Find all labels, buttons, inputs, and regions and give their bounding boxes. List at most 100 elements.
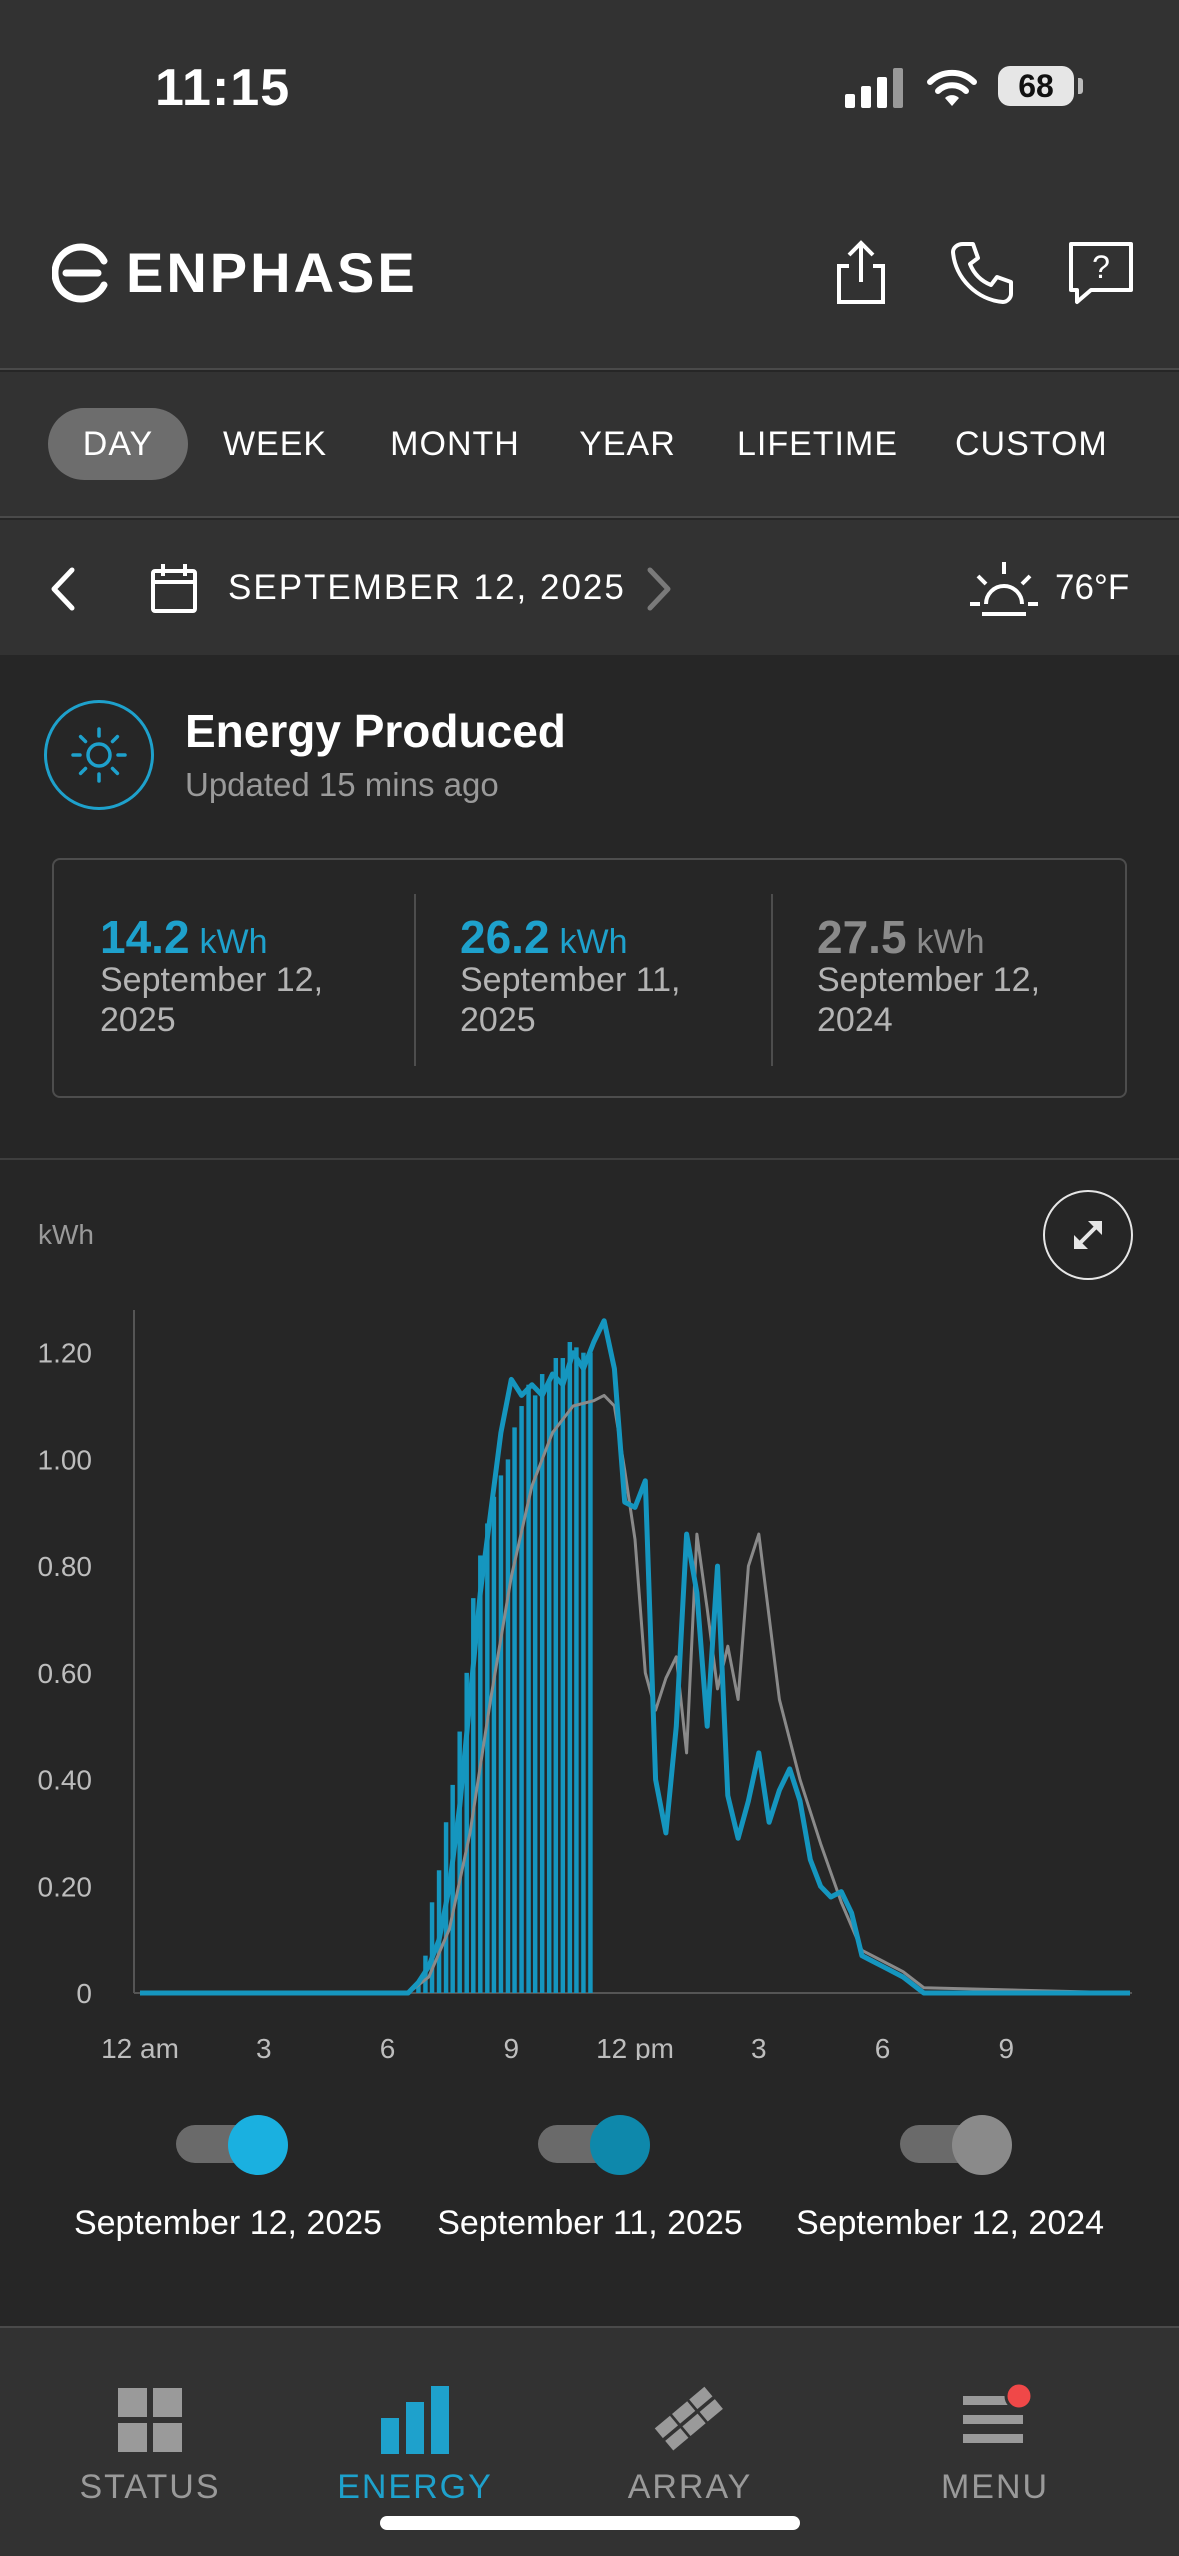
bar [471,1598,476,1993]
notification-dot-icon [1004,2384,1031,2411]
next-day-icon[interactable] [640,564,676,614]
series-line-previous-day [140,1318,1130,1996]
summary-divider [771,894,773,1066]
y-axis-label: kWh [38,1219,94,1250]
brand-logo: ENPHASE [52,240,418,305]
nav-status[interactable]: STATUS [30,2328,270,2528]
app-header: ENPHASE ? [0,170,1179,370]
tab-year[interactable]: YEAR [579,425,676,463]
y-tick-label: 1.00 [38,1444,93,1475]
date-navigation: SEPTEMBER 12, 2025 76°F [0,520,1179,655]
help-icon[interactable]: ? [1065,236,1137,308]
x-ticks: 12 am 3 6 9 12 pm 3 6 9 [101,2033,1014,2060]
nav-array[interactable]: ARRAY [570,2328,810,2528]
summary-date: September 12, 2025 [100,961,324,1039]
toggle-knob [228,2115,288,2175]
bottom-navigation: STATUS ENERGY ARRAY MENU [0,2326,1179,2556]
summary-unit: kWh [199,923,268,961]
legend-label-previous-day: September 11, 2025 [437,2204,743,2242]
x-tick-label: 12 pm [596,2033,674,2060]
section-divider [0,1158,1179,1160]
y-tick-label: 0 [76,1978,92,2009]
summary-value: 14.2 kWh [100,910,268,964]
updated-time: Updated 15 mins ago [185,766,499,803]
tab-day[interactable]: DAY [48,408,188,480]
x-tick-label: 9 [998,2033,1014,2060]
y-tick-label: 0.40 [38,1765,93,1796]
bars-series [416,1342,593,1993]
bar [532,1395,538,1993]
x-tick-label: 9 [503,2033,519,2060]
nav-label: ARRAY [627,2468,753,2506]
wifi-icon [927,69,977,106]
nav-energy[interactable]: ENERGY [295,2328,535,2528]
bar [485,1523,490,1993]
brand-name: ENPHASE [126,241,418,304]
battery-indicator: 68 [998,66,1074,106]
bar [581,1352,586,1993]
toggle-series-current[interactable] [176,2115,291,2175]
bar [567,1342,573,1993]
previous-day-icon[interactable] [44,564,80,614]
temperature: 76°F [1055,568,1130,607]
nav-label: MENU [940,2468,1050,2506]
bar [574,1347,579,1993]
y-tick-label: 1.20 [38,1338,93,1369]
expand-chart-button[interactable] [1043,1190,1133,1280]
y-ticks: 0 0.20 0.40 0.60 0.80 1.00 1.20 [38,1338,93,2009]
bar [512,1427,517,1993]
toggle-series-last-year[interactable] [900,2115,1015,2175]
y-tick-label: 0.60 [38,1658,93,1689]
phone-icon[interactable] [945,236,1017,308]
summary-divider [414,894,416,1066]
share-icon[interactable] [825,236,897,308]
energy-produced-icon-circle [44,700,154,810]
selected-date[interactable]: SEPTEMBER 12, 2025 [228,568,626,607]
tab-week[interactable]: WEEK [222,425,328,463]
menu-icon [963,2384,1031,2443]
summary-number: 14.2 [100,911,190,963]
panel-array-icon [654,2386,723,2451]
period-tabs: DAY WEEK MONTH YEAR LIFETIME CUSTOM [0,372,1179,518]
expand-icon [1074,1221,1102,1249]
bar [457,1731,462,1993]
bar [498,1475,504,1993]
cellular-signal-icon [845,66,905,108]
summary-unit: kWh [916,923,985,961]
svg-text:?: ? [1092,249,1110,285]
bar [429,1902,435,1993]
y-tick-label: 0.20 [38,1871,93,1902]
status-bar: 11:15 68 [0,0,1179,170]
nav-label: ENERGY [337,2468,493,2506]
energy-chart: kWh 00.200.400.600.801.001.20 12 am 3 6 9 12… [38,1219,1132,2060]
summary-unit: kWh [559,923,628,961]
x-tick-label: 12 am [101,2033,179,2060]
line-series [140,1318,1131,1996]
bar [539,1374,545,1993]
legend-label-current: September 12, 2025 [73,2204,383,2242]
calendar-icon[interactable] [150,562,198,614]
weather-sunrise-icon [970,562,1038,616]
bar [416,1982,421,1993]
toggle-knob [590,2115,650,2175]
summary-value: 27.5 kWh [817,910,985,964]
x-tick-label: 3 [256,2033,272,2060]
tab-month[interactable]: MONTH [390,425,520,463]
x-tick-label: 6 [380,2033,396,2060]
summary-previous-day: 26.2 kWh September 11, 2025 [414,860,771,1100]
summary-date: September 11, 2025 [460,961,681,1039]
home-indicator [380,2516,800,2530]
bar [491,1496,497,1993]
tab-lifetime[interactable]: LIFETIME [736,425,899,463]
bar [546,1379,552,1993]
nav-menu[interactable]: MENU [875,2328,1115,2528]
bar [505,1459,511,1993]
tab-custom[interactable]: CUSTOM [955,425,1108,463]
x-tick-label: 6 [875,2033,891,2060]
enphase-logo-icon [52,243,108,302]
energy-produced-title: Energy Produced [185,705,566,757]
bar [519,1406,524,1993]
toggle-series-previous-day[interactable] [538,2115,653,2175]
summary-last-year: 27.5 kWh September 12, 2024 [771,860,1127,1100]
toggle-knob [952,2115,1012,2175]
